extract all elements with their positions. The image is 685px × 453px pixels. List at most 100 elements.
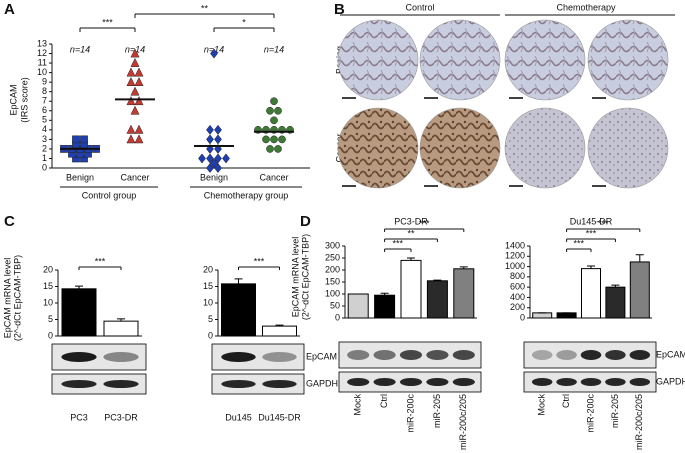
blot-band — [61, 352, 97, 362]
blot-band — [347, 378, 370, 386]
data-point — [130, 57, 140, 67]
panel-label: C — [4, 213, 15, 230]
data-point — [126, 96, 136, 106]
tissue-core — [419, 19, 501, 101]
data-point — [134, 76, 144, 87]
x-tick-label: Du145-DR — [258, 412, 301, 422]
data-point — [72, 154, 80, 163]
blot-band — [556, 378, 577, 386]
y-axis-label: (IRS score) — [19, 77, 29, 123]
x-tick-label: Mock — [537, 394, 547, 416]
blot-band — [103, 352, 139, 362]
bar — [453, 268, 475, 319]
bar — [262, 325, 297, 337]
error-bar — [433, 279, 442, 281]
blot-band — [452, 378, 475, 386]
y-tick-label: 10 — [37, 67, 47, 77]
panel-label: D — [300, 213, 311, 230]
y-tick-label: 13 — [37, 38, 47, 48]
column-label: Chemotherapy — [556, 2, 616, 12]
y-tick-label: 0 — [42, 162, 47, 172]
y-axis-label: EpCAM mRNA level — [290, 237, 300, 318]
blot-label: GAPDH — [306, 378, 338, 388]
blot-band — [531, 350, 553, 360]
y-tick-label: 7 — [42, 96, 47, 106]
data-point — [274, 106, 282, 115]
y-tick-label: 0 — [48, 330, 53, 340]
bar — [581, 268, 601, 319]
group-label: Control group — [82, 190, 137, 200]
error-bar — [407, 257, 415, 261]
blot-band — [347, 350, 370, 360]
data-point — [134, 134, 144, 144]
error-bar — [611, 284, 620, 288]
data-point — [126, 76, 136, 87]
y-axis-label: (2^-dCt EpCAM-TBP) — [12, 255, 22, 341]
bar — [400, 259, 422, 319]
data-point — [130, 86, 140, 96]
blot-band — [262, 380, 297, 388]
significance-label: *** — [393, 238, 404, 248]
blot-band — [580, 350, 602, 360]
data-point — [210, 158, 218, 169]
data-point — [214, 162, 222, 174]
data-point — [126, 124, 136, 134]
data-point — [80, 135, 88, 144]
x-tick-label: Benign — [66, 172, 94, 182]
y-tick-label: 5 — [208, 314, 213, 324]
n-label: n=14 — [264, 44, 284, 54]
x-tick-label: miR-200c/205 — [634, 394, 644, 450]
data-point — [134, 96, 144, 106]
data-point — [266, 106, 274, 115]
error-bar — [459, 266, 468, 269]
y-tick-label: 800 — [510, 271, 525, 281]
bar — [374, 294, 396, 319]
blot-band — [580, 378, 602, 386]
blot-band — [531, 378, 553, 386]
blot-band — [262, 352, 297, 362]
blot-band — [426, 350, 449, 360]
group-label: Chemotherapy group — [204, 190, 289, 200]
data-point — [222, 153, 230, 164]
y-tick-label: 300 — [325, 240, 340, 250]
data-point — [274, 145, 282, 153]
blot-band — [399, 350, 423, 360]
y-tick-label: 12 — [37, 48, 47, 58]
y-tick-label: 0 — [520, 312, 525, 322]
data-point — [72, 135, 80, 144]
y-tick-label: 1 — [42, 153, 47, 163]
x-tick-label: Cancer — [259, 172, 288, 182]
y-tick-label: 150 — [325, 276, 340, 286]
data-point — [270, 116, 278, 125]
bar — [103, 320, 139, 337]
y-tick-label: 600 — [510, 282, 525, 292]
chart-title: Du145-DR — [570, 216, 613, 226]
blot-band — [221, 380, 256, 388]
y-tick-label: 10 — [203, 297, 213, 307]
data-point — [270, 135, 278, 144]
y-tick-label: 0 — [335, 312, 340, 322]
significance-label: *** — [586, 228, 597, 238]
data-point — [210, 48, 218, 59]
data-point — [126, 67, 136, 77]
significance-label: *** — [598, 218, 609, 228]
data-point — [206, 124, 214, 135]
blot-band — [399, 378, 423, 386]
data-point — [214, 124, 222, 135]
data-point — [266, 145, 274, 153]
y-tick-label: 100 — [325, 288, 340, 298]
tissue-core — [587, 107, 669, 189]
y-axis-label: EpCAM mRNA level — [2, 258, 12, 339]
bar — [426, 280, 448, 319]
bar — [532, 312, 553, 319]
bar — [556, 312, 577, 319]
error-bar — [635, 254, 644, 262]
error-bar — [117, 318, 125, 322]
blot-band — [221, 352, 256, 362]
tissue-core — [337, 107, 419, 189]
y-tick-label: 200 — [325, 264, 340, 274]
significance-label: *** — [419, 218, 430, 228]
blot-band — [629, 378, 651, 386]
y-tick-label: 9 — [42, 77, 47, 87]
